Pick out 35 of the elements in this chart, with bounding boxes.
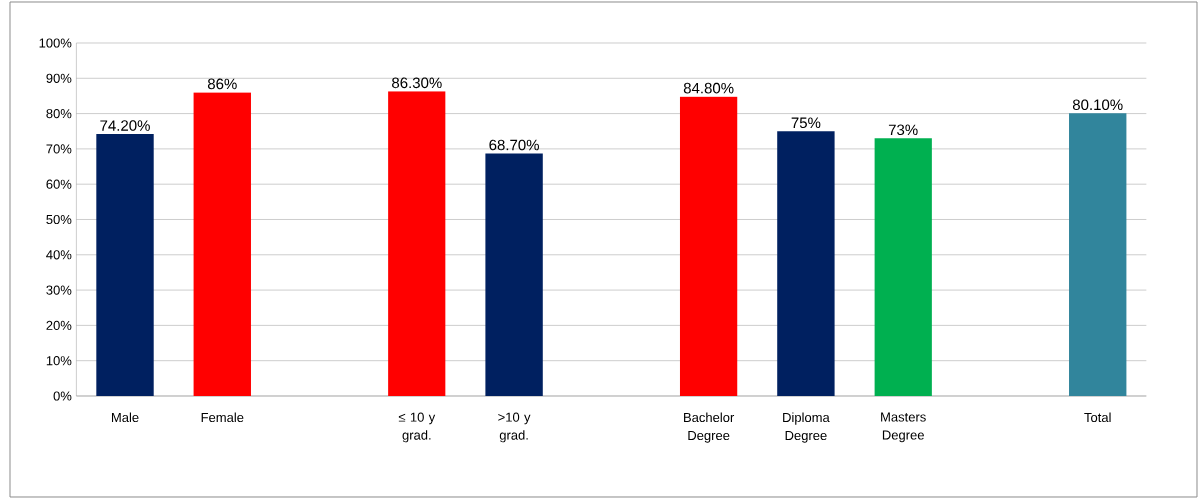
y-tick-label: 20% — [46, 320, 72, 330]
y-tick-label: 30% — [46, 285, 72, 295]
data-label: 74.20% — [100, 120, 150, 131]
y-tick-label: 70% — [46, 144, 72, 154]
bar — [193, 92, 251, 396]
data-label: 80.10% — [1072, 99, 1123, 111]
x-tick-label: ≤ 10 y grad. — [398, 412, 436, 443]
bar — [485, 153, 543, 396]
bar — [1069, 113, 1127, 396]
bar — [874, 138, 932, 396]
data-label: 75% — [791, 117, 821, 129]
bar — [388, 91, 446, 396]
bar — [679, 96, 738, 396]
data-label: 86.30% — [392, 77, 442, 89]
x-tick-label: Diploma Degree — [783, 412, 830, 443]
data-label: 73% — [888, 124, 918, 136]
x-tick-label: Male — [111, 412, 139, 423]
data-label: 68.70% — [489, 139, 539, 151]
y-tick-label: 10% — [46, 356, 72, 366]
y-tick-label: 60% — [46, 179, 72, 189]
y-tick-label: 80% — [46, 108, 72, 119]
bar — [777, 131, 835, 396]
x-tick-label: Female — [201, 412, 244, 423]
y-tick-label: 0% — [53, 391, 72, 401]
y-tick-label: 100% — [39, 38, 72, 48]
y-tick-label: 50% — [46, 214, 72, 225]
data-label: 84.80% — [683, 82, 734, 94]
x-tick-label: Total — [1084, 412, 1111, 423]
x-tick-label: Masters Degree — [881, 412, 926, 443]
y-tick-label: 40% — [46, 250, 72, 260]
x-tick-label: >10 y grad. — [498, 412, 531, 443]
y-tick-label: 90% — [46, 73, 72, 83]
bar — [96, 134, 154, 396]
data-label: 86% — [207, 78, 237, 90]
x-tick-label: Bachelor Degree — [684, 412, 735, 443]
